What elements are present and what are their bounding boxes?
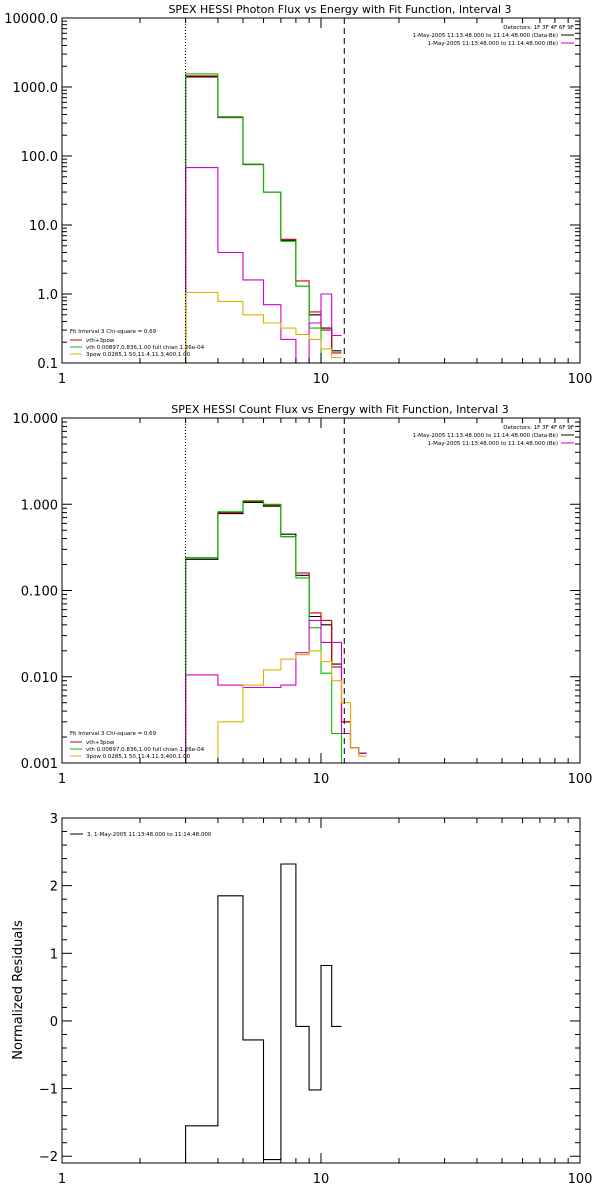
- y-tick-label: 2: [50, 880, 58, 895]
- series-line: [185, 500, 367, 763]
- legend-header: Detectors: 1F 3F 4F 6F 9F: [503, 25, 574, 31]
- legend-entry: 3pow 0.0285,1.50,11.4,11.3,400,1.00: [86, 352, 191, 358]
- axes-group: 1 10 100 0.001 0.010 0.100 1.000 10.000: [13, 412, 593, 787]
- series-line: [185, 650, 367, 763]
- vline-group: [185, 418, 345, 763]
- axes-group: 1 10 100 −2 −1 0 1 2 3: [39, 812, 593, 1187]
- x-tick-label: 100: [568, 1172, 593, 1187]
- series-line: [185, 167, 342, 363]
- legend: 3, 1-May-2005 11:13:48.000 to 11:14:48.0…: [70, 832, 212, 838]
- plot-frame: [61, 417, 581, 764]
- chart-title: SPEX HESSI Count Flux vs Energy with Fit…: [171, 403, 508, 416]
- y-tick-label: 1.000: [21, 498, 58, 513]
- series-line: [185, 619, 367, 763]
- y-tick-label: 0: [50, 1015, 58, 1030]
- legend-entry: vth 0.00897,0.836,1.00 full chian 1.26e-…: [86, 345, 205, 351]
- y-tick-label: 0.010: [21, 671, 58, 686]
- legend-entry: vth 0.00897,0.836,1.00 full chian 1.26e-…: [86, 747, 205, 753]
- series-line: [185, 73, 342, 363]
- series-group: [185, 73, 342, 363]
- y-tick-label: 10.000: [13, 412, 59, 427]
- legend-entry: 3, 1-May-2005 11:13:48.000 to 11:14:48.0…: [87, 832, 212, 838]
- legend-entry: vth+3pow: [86, 338, 115, 344]
- legend-entry: 1-May-2005 11:13:48.000 to 11:14:48.000 …: [428, 41, 558, 47]
- legend-header: Fit Interval 3 Chi-square = 0.69: [70, 329, 157, 335]
- legend-entry: 1-May-2005 11:13:48.000 to 11:14:48.000 …: [413, 433, 558, 439]
- series-group: [185, 863, 342, 1163]
- x-tick-label: 10: [313, 372, 330, 387]
- y-tick-label: 0.100: [21, 585, 58, 600]
- y-tick-label: 0.1: [37, 357, 58, 372]
- legend-header: Fit Interval 3 Chi-square = 0.69: [70, 731, 157, 737]
- x-tick-label: 1: [58, 772, 66, 787]
- x-tick-label: 10: [313, 1172, 330, 1187]
- y-tick-label: 0.001: [21, 757, 58, 772]
- series-line: [185, 500, 367, 763]
- y-tick-label: 1000.0: [13, 81, 59, 96]
- x-tick-label: 100: [568, 372, 593, 387]
- x-tick-label: 10: [313, 772, 330, 787]
- x-tick-label: 100: [568, 772, 593, 787]
- y-tick-label: −1: [39, 1083, 58, 1098]
- y-tick-label: 10.0: [29, 219, 58, 234]
- legend-entry: vth+3pow: [86, 740, 115, 746]
- residuals-panel: 1 10 100 −2 −1 0 1 2 3 Normalized Residuals 3, 1…: [11, 812, 592, 1187]
- y-tick-label: −2: [39, 1150, 58, 1165]
- legend-entry: 1-May-2005 11:13:48.000 to 11:14:48.000 …: [428, 441, 558, 447]
- axes-group: 1 10 100 0.1 1.0 10.0 100.0 1000.0 10000.0: [4, 12, 592, 387]
- legend-bottom-left: Fit Interval 3 Chi-square = 0.69 vth+3po…: [70, 329, 205, 358]
- chart-title: SPEX HESSI Photon Flux vs Energy with Fi…: [168, 3, 511, 16]
- legend-top-right: Detectors: 1F 3F 4F 6F 9F 1-May-2005 11:…: [413, 25, 574, 47]
- legend-entry: 3pow 0.0285,1.50,11.4,11.3,400,1.00: [86, 754, 191, 760]
- x-tick-label: 1: [58, 372, 66, 387]
- legend-entry: 1-May-2005 11:13:48.000 to 11:14:48.000 …: [413, 33, 558, 39]
- y-axis-label: Normalized Residuals: [11, 920, 26, 1060]
- y-tick-label: 100.0: [21, 150, 58, 165]
- y-tick-label: 3: [50, 812, 58, 827]
- x-tick-label: 1: [58, 1172, 66, 1187]
- vline-group: [185, 18, 345, 363]
- legend-header: Detectors: 1F 3F 4F 6F 9F: [503, 425, 574, 431]
- y-tick-label: 1.0: [37, 288, 58, 303]
- legend-bottom-left: Fit Interval 3 Chi-square = 0.69 vth+3po…: [70, 731, 205, 760]
- series-group: [185, 500, 367, 763]
- series-line: [185, 291, 342, 363]
- series-line: [185, 863, 342, 1163]
- photon-flux-panel: SPEX HESSI Photon Flux vs Energy with Fi…: [4, 3, 592, 387]
- series-line: [185, 501, 367, 763]
- legend-top-right: Detectors: 1F 3F 4F 6F 9F 1-May-2005 11:…: [413, 425, 574, 447]
- y-tick-label: 1: [50, 947, 58, 962]
- count-flux-panel: SPEX HESSI Count Flux vs Energy with Fit…: [13, 403, 593, 787]
- y-tick-label: 10000.0: [4, 12, 58, 27]
